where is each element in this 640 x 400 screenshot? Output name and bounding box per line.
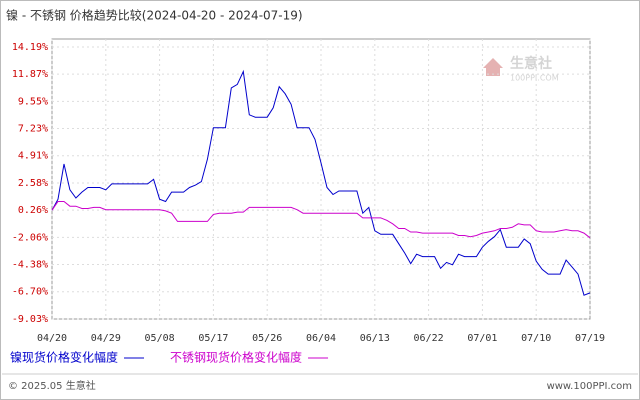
x-tick-label: 07/01 xyxy=(467,333,497,344)
x-tick-label: 05/08 xyxy=(145,333,175,344)
x-tick-label: 07/19 xyxy=(575,333,605,344)
watermark-logo xyxy=(483,58,503,76)
x-tick-label: 05/17 xyxy=(198,333,228,344)
y-tick-label: 4.91% xyxy=(18,151,48,162)
x-tick-label: 06/13 xyxy=(360,333,390,344)
x-tick-label: 07/10 xyxy=(521,333,551,344)
y-tick-label: 11.87% xyxy=(12,69,48,80)
y-tick-label: 0.26% xyxy=(18,205,48,216)
series-line xyxy=(51,69,591,296)
watermark-site: 100PPI.COM xyxy=(510,74,559,83)
footer-copyright: © 2025.05 生意社 xyxy=(8,379,96,392)
footer-site: www.100PPI.com xyxy=(547,381,632,392)
x-tick-label: 05/26 xyxy=(252,333,282,344)
legend-label: 镍现货价格变化幅度 xyxy=(10,350,118,365)
y-tick-label: -6.70% xyxy=(12,287,48,298)
chart-title: 镍 - 不锈钢 价格趋势比较(2024-04-20 - 2024-07-19) xyxy=(6,8,303,23)
y-tick-label: 7.23% xyxy=(18,124,48,135)
y-tick-label: -4.38% xyxy=(12,260,48,271)
y-tick-label: -2.06% xyxy=(12,232,48,243)
watermark-name: 生意社 xyxy=(510,55,552,72)
series-line xyxy=(51,201,591,239)
y-tick-label: 14.19% xyxy=(12,42,48,53)
watermark: 生意社 100PPI.COM xyxy=(483,55,559,83)
x-tick-label: 06/04 xyxy=(306,333,336,344)
x-tick-label: 06/22 xyxy=(414,333,444,344)
y-tick-label: -9.03% xyxy=(12,314,48,325)
y-tick-label: 9.55% xyxy=(18,96,48,107)
x-tick-label: 04/20 xyxy=(37,333,67,344)
legend-label: 不锈钢现货价格变化幅度 xyxy=(170,350,302,365)
y-tick-label: 2.58% xyxy=(18,178,48,189)
x-tick-label: 04/29 xyxy=(91,333,121,344)
